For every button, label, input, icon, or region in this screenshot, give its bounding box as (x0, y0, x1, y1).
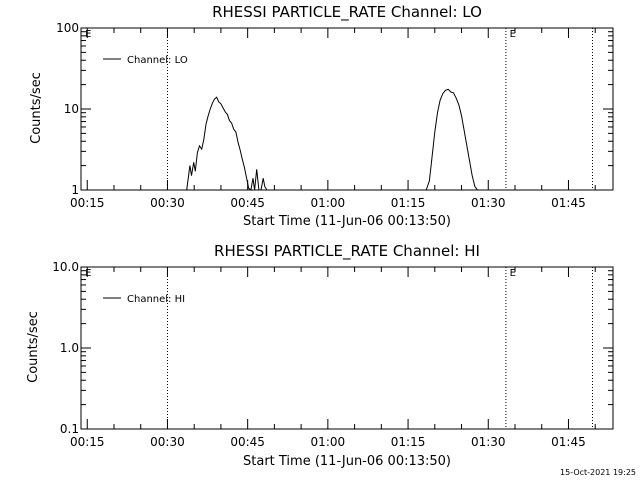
plot-frame (80, 27, 614, 191)
y-tick-label: 100 (56, 21, 79, 35)
x-tick-label: 00:45 (230, 435, 265, 449)
series-line (425, 88, 478, 191)
x-tick-label: 01:30 (471, 196, 506, 210)
x-tick-label: 00:30 (150, 435, 185, 449)
x-tick-label: 01:15 (391, 196, 426, 210)
series-line (260, 178, 268, 191)
x-axis-label: Start Time (11-Jun-06 00:13:50) (243, 454, 451, 469)
x-tick-label: 01:15 (391, 435, 426, 449)
x-axis-label: Start Time (11-Jun-06 00:13:50) (243, 214, 451, 229)
chart-lo: RHESSI PARTICLE_RATE Channel: LO Start T… (29, 3, 614, 229)
plot-frame (80, 266, 614, 430)
y-tick-label: 1.0 (60, 341, 79, 355)
y-axis-label: Counts/sec (29, 72, 44, 144)
event-marker: E (85, 29, 91, 40)
x-tick-label: 01:45 (551, 196, 586, 210)
event-marker: E (85, 268, 91, 279)
series-line (186, 96, 260, 191)
legend-label: Channel: HI (127, 294, 185, 305)
y-tick-label: 10.0 (52, 260, 79, 274)
x-tick-label: 00:15 (70, 435, 105, 449)
y-tick-label: 1 (71, 183, 79, 197)
event-marker: E (510, 29, 516, 40)
y-axis-label: Counts/sec (26, 311, 41, 383)
x-tick-label: 00:15 (70, 196, 105, 210)
x-tick-label: 01:45 (551, 435, 586, 449)
chart-title: RHESSI PARTICLE_RATE Channel: LO (212, 3, 482, 22)
x-tick-label: 01:00 (311, 435, 346, 449)
x-tick-label: 00:45 (230, 196, 265, 210)
y-tick-label: 0.1 (60, 422, 79, 436)
chart-hi: RHESSI PARTICLE_RATE Channel: HI Start T… (26, 242, 614, 469)
chart-title: RHESSI PARTICLE_RATE Channel: HI (214, 242, 480, 261)
x-tick-label: 00:30 (150, 196, 185, 210)
x-tick-label: 01:30 (471, 435, 506, 449)
x-tick-label: 01:00 (311, 196, 346, 210)
y-tick-label: 10 (64, 102, 79, 116)
legend-label: Channel: LO (127, 55, 188, 66)
event-marker: E (510, 268, 516, 279)
timestamp: 15-Oct-2021 19:25 (560, 468, 636, 477)
